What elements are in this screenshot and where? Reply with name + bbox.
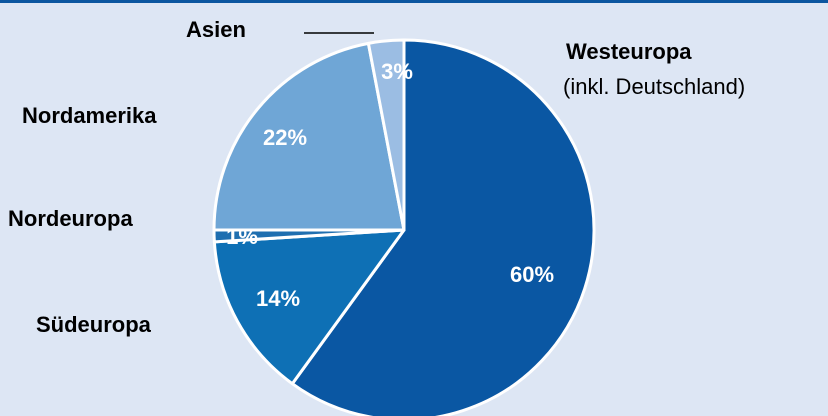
category-sublabel-westeuropa: (inkl. Deutschland): [563, 74, 745, 99]
percent-label-nordeuropa: 1%: [226, 224, 258, 249]
percent-label-asien: 3%: [381, 59, 413, 84]
category-label-suedeuropa: Südeuropa: [36, 312, 152, 337]
percent-label-nordamerika: 22%: [263, 125, 307, 150]
pie-slice-asien: [366, 38, 406, 232]
pie-slice-suedeuropa: [212, 228, 406, 386]
pie-percent-labels: 60% 14% 1% 22% 3%: [226, 59, 554, 311]
pie-slices: [212, 38, 596, 416]
pie-slice-nordamerika: [212, 41, 406, 232]
category-label-westeuropa: Westeuropa: [566, 39, 692, 64]
category-label-nordeuropa: Nordeuropa: [8, 206, 133, 231]
category-label-asien: Asien: [186, 17, 246, 42]
category-label-nordamerika: Nordamerika: [22, 103, 157, 128]
category-labels: Westeuropa (inkl. Deutschland) Südeuropa…: [8, 17, 745, 337]
percent-label-suedeuropa: 14%: [256, 286, 300, 311]
pie-slice-westeuropa: [290, 38, 596, 416]
percent-label-westeuropa: 60%: [510, 262, 554, 287]
top-border: [0, 0, 828, 3]
